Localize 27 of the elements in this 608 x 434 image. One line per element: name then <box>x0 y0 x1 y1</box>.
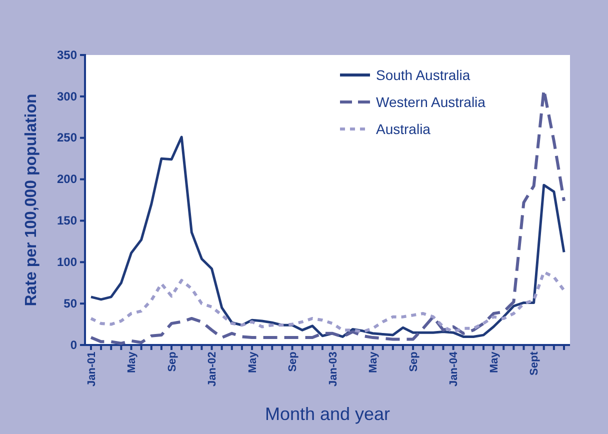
y-tick-label: 50 <box>64 296 78 310</box>
x-tick-label: Jan-03 <box>327 352 340 386</box>
x-tick-label: May <box>126 350 138 374</box>
y-tick-label: 350 <box>56 48 78 62</box>
x-tick-label: May <box>368 350 380 374</box>
y-tick-label: 250 <box>56 130 78 145</box>
x-tick-label: Sep <box>166 351 178 372</box>
y-tick-label: 150 <box>56 214 78 228</box>
x-tick-label: Jan-01 <box>86 352 98 386</box>
legend-label: Australia <box>376 121 431 137</box>
legend-label: Western Australia <box>376 94 486 110</box>
x-tick-label: May <box>246 350 259 374</box>
legend-label: South Australia <box>376 67 470 83</box>
line-series <box>90 136 566 338</box>
y-tick-label: 200 <box>56 172 78 186</box>
y-tick-label: 0 <box>70 338 78 352</box>
x-tick-label: May <box>488 350 500 374</box>
y-tick-label: 100 <box>56 254 78 269</box>
line-series <box>90 270 566 334</box>
x-tick-label: Jan-04 <box>448 350 460 386</box>
x-tick-label: Jan-02 <box>206 352 219 386</box>
x-tick-label: Sept <box>528 351 541 376</box>
x-tick-label: Sep <box>287 351 300 372</box>
y-axis-title: Rate per 100,000 population <box>23 94 40 306</box>
x-axis-title: Month and year <box>264 404 390 424</box>
x-tick-label: Sep <box>408 351 420 372</box>
y-tick-label: 300 <box>56 89 78 104</box>
